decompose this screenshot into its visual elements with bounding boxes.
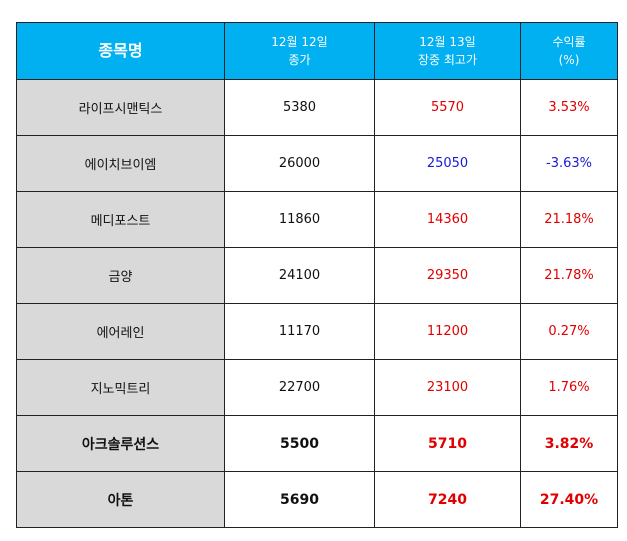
close-price-cell: 11170 [224, 303, 375, 360]
high-price-cell: 23100 [374, 359, 521, 416]
stock-name-cell: 에어레인 [16, 303, 225, 360]
return-rate-cell: 21.18% [520, 191, 618, 248]
high-price-cell: 25050 [374, 135, 521, 192]
stock-name-cell: 라이프시맨틱스 [16, 79, 225, 136]
close-price-cell: 22700 [224, 359, 375, 416]
return-rate-cell: 1.76% [520, 359, 618, 416]
close-price-cell: 5690 [224, 471, 375, 528]
return-rate-cell: 3.82% [520, 415, 618, 472]
high-price-cell: 11200 [374, 303, 521, 360]
header-high-date: 12월 13일 [419, 35, 476, 49]
return-rate-cell: -3.63% [520, 135, 618, 192]
table-row: 에어레인 11170 11200 0.27% [16, 303, 618, 360]
close-price-cell: 5500 [224, 415, 375, 472]
return-rate-cell: 21.78% [520, 247, 618, 304]
high-price-cell: 7240 [374, 471, 521, 528]
table-row: 아크솔루션스 5500 5710 3.82% [16, 415, 618, 472]
close-price-cell: 11860 [224, 191, 375, 248]
stock-name-cell: 아톤 [16, 471, 225, 528]
stock-return-table: 종목명 12월 12일 종가 12월 13일 장중 최고가 수익률 (%) 라이… [16, 22, 618, 528]
stock-name-cell: 아크솔루션스 [16, 415, 225, 472]
header-close-price: 12월 12일 종가 [224, 22, 375, 80]
close-price-cell: 26000 [224, 135, 375, 192]
table-row: 아톤 5690 7240 27.40% [16, 471, 618, 528]
return-rate-cell: 3.53% [520, 79, 618, 136]
header-close-date: 12월 12일 [271, 35, 328, 49]
header-close-label: 종가 [288, 53, 311, 67]
high-price-cell: 5710 [374, 415, 521, 472]
table-row: 에이치브이엠 26000 25050 -3.63% [16, 135, 618, 192]
header-row: 종목명 12월 12일 종가 12월 13일 장중 최고가 수익률 (%) [16, 22, 618, 80]
high-price-cell: 5570 [374, 79, 521, 136]
return-rate-cell: 27.40% [520, 471, 618, 528]
stock-name-cell: 에이치브이엠 [16, 135, 225, 192]
stock-name-cell: 메디포스트 [16, 191, 225, 248]
close-price-cell: 24100 [224, 247, 375, 304]
close-price-cell: 5380 [224, 79, 375, 136]
table-row: 라이프시맨틱스 5380 5570 3.53% [16, 79, 618, 136]
header-return-unit: (%) [558, 53, 580, 67]
table-row: 금양 24100 29350 21.78% [16, 247, 618, 304]
stock-name-cell: 지노믹트리 [16, 359, 225, 416]
table-row: 지노믹트리 22700 23100 1.76% [16, 359, 618, 416]
table-row: 메디포스트 11860 14360 21.18% [16, 191, 618, 248]
high-price-cell: 14360 [374, 191, 521, 248]
stock-name-cell: 금양 [16, 247, 225, 304]
high-price-cell: 29350 [374, 247, 521, 304]
header-high-label: 장중 최고가 [417, 53, 477, 67]
header-return-rate: 수익률 (%) [520, 22, 618, 80]
header-intraday-high: 12월 13일 장중 최고가 [374, 22, 521, 80]
return-rate-cell: 0.27% [520, 303, 618, 360]
header-stock-name: 종목명 [16, 22, 225, 80]
header-return-label: 수익률 [552, 35, 586, 49]
